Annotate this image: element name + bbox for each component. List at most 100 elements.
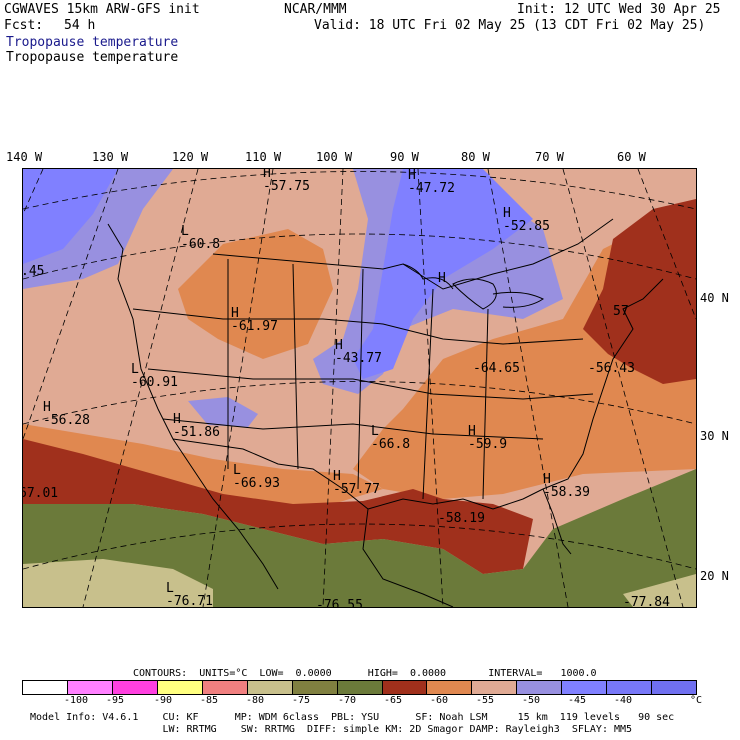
marker-value: -58.19: [438, 511, 485, 526]
marker-type: H: [333, 469, 341, 484]
map-marker: H -61.97: [231, 307, 278, 333]
map-marker: -77.84: [623, 595, 670, 608]
state-boundary-line: [422, 288, 434, 500]
map-marker: L -60.8: [181, 225, 220, 251]
colorbar-label: -100: [64, 695, 89, 706]
marker-value: -47.72: [408, 181, 455, 196]
graticule-lon-line: [322, 169, 344, 607]
valid-time: Valid: 18 UTC Fri 02 May 25 (13 CDT Fri …: [314, 18, 706, 33]
lon-label: 120 W: [172, 150, 209, 164]
graticule-lon-line: [23, 169, 44, 215]
contours-info: CONTOURS: UNITS=°C LOW= 0.0000 HIGH= 0.0…: [133, 668, 597, 679]
marker-value: -60.91: [131, 375, 178, 390]
lon-label: 100 W: [316, 150, 353, 164]
field-title-primary: Tropopause temperature: [6, 35, 179, 50]
marker-type: H: [408, 168, 416, 183]
lat-label: 30 N: [700, 429, 729, 443]
map-marker: -76.55: [316, 598, 363, 608]
colorbar-swatch: [157, 681, 203, 694]
shade-region-blue-central: [353, 169, 533, 379]
colorbar-swatch: [292, 681, 338, 694]
colorbar-label: -40: [614, 695, 633, 706]
border-us-mexico: [172, 438, 369, 510]
model-info-line-1: Model Info: V4.6.1 CU: KF MP: WDM 6class…: [30, 712, 675, 723]
marker-type: L: [131, 362, 139, 377]
marker-value: -43.77: [335, 351, 382, 366]
shade-region-orange-south: [23, 424, 383, 514]
map-marker: 67.01: [23, 487, 58, 500]
marker-type: H: [263, 168, 271, 181]
field-title-secondary: Tropopause temperature: [6, 50, 179, 65]
shade-region-olive-south: [23, 469, 696, 607]
state-boundary-line: [357, 268, 364, 490]
colorbar-label: -50: [522, 695, 541, 706]
colorbar-swatch: [472, 681, 518, 694]
model-info-line-2: LW: RRTMG SW: RRTMG DIFF: simple KM: 2D …: [30, 724, 633, 735]
marker-value: -57.75: [263, 179, 310, 194]
map-marker: L -76.71: [166, 581, 213, 608]
shade-region-darkred-south: [23, 439, 533, 574]
marker-value: -66.8: [371, 437, 411, 452]
colorbar-swatch: [112, 681, 158, 694]
graticule: [23, 169, 696, 607]
marker-value: -76.55: [316, 598, 363, 608]
lon-label: 90 W: [390, 150, 419, 164]
map-marker: H -57.75: [263, 168, 310, 194]
marker-type: H: [543, 472, 551, 487]
map-marker: H -52.85: [503, 207, 550, 233]
lon-label: 130 W: [92, 150, 129, 164]
forecast-hour: 54 h: [64, 18, 96, 33]
state-boundary-line: [162, 418, 544, 440]
graticule-lat-line: [23, 523, 696, 570]
map-marker: -56.43: [588, 362, 635, 375]
coastline-florida: [542, 488, 572, 555]
marker-value: .45: [22, 264, 45, 279]
lat-label: 20 N: [700, 569, 729, 583]
marker-value: -76.71: [166, 594, 213, 608]
marker-type: H: [335, 338, 343, 353]
map-marker: -58.19: [438, 512, 485, 525]
colorbar-label: -85: [200, 695, 219, 706]
state-boundary-line: [132, 308, 584, 345]
map-marker: H -43.77: [335, 339, 382, 365]
state-boundary-line: [292, 263, 299, 470]
colorbar-swatch: [337, 681, 383, 694]
shade-region-khaki-sw: [23, 559, 213, 607]
colorbar-swatch: [23, 681, 68, 694]
coastline-east-gulf: [367, 278, 664, 510]
colorbar-label: -70: [338, 695, 357, 706]
marker-value: -57.77: [333, 482, 380, 497]
graticule-lon-line: [202, 169, 274, 607]
tropopause-temperature-map: H -57.75 H -47.72 H -52.85 L -60.8 .45 H -61.…: [22, 168, 697, 608]
great-lakes-outline: [402, 263, 454, 290]
graticule-lat-line: [23, 381, 696, 425]
graticule-lon-line: [417, 169, 444, 607]
graticule-lat-line: [23, 171, 696, 210]
colorbar-label: -45: [568, 695, 587, 706]
map-marker: L -66.93: [233, 464, 280, 490]
graticule-lon-line: [23, 169, 119, 440]
marker-type: L: [181, 224, 189, 239]
colorbar: [22, 680, 697, 695]
marker-value: -59.9: [468, 437, 508, 452]
map-marker: -64.65: [473, 362, 520, 375]
graticule-lat-line: [23, 233, 696, 280]
marker-value: -77.84: [623, 595, 670, 608]
map-marker: H -51.86: [173, 413, 220, 439]
marker-value: -60.8: [181, 237, 221, 252]
colorbar-swatch: [247, 681, 293, 694]
marker-type: L: [166, 581, 174, 596]
colorbar-label: -55: [476, 695, 495, 706]
marker-type: H: [173, 412, 181, 427]
colorbar-swatch: [67, 681, 113, 694]
marker-type: H: [231, 306, 239, 321]
shade-region-blue-nw: [23, 169, 118, 264]
colorbar-label: -80: [246, 695, 265, 706]
colorbar-swatch: [382, 681, 428, 694]
marker-type: L: [233, 463, 241, 478]
marker-value: -56.43: [588, 361, 635, 376]
lon-label: 140 W: [6, 150, 43, 164]
colorbar-swatch: [202, 681, 248, 694]
colorbar-swatch: [607, 681, 653, 694]
init-time: Init: 12 UTC Wed 30 Apr 25: [517, 2, 721, 17]
